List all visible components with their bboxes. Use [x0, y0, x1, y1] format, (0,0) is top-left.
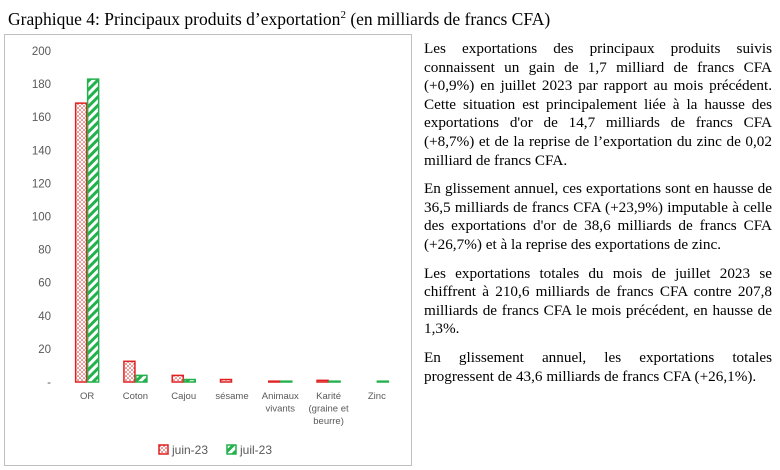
- page-title: Graphique 4: Principaux produits d’expor…: [8, 8, 778, 30]
- y-tick-label: 100: [32, 212, 51, 224]
- bar-juil-23-5: [280, 380, 293, 383]
- legend-label-juil-23: juil-23: [239, 443, 272, 457]
- footnote-mark: 2: [340, 9, 346, 22]
- category-label: Animaux vivants: [262, 391, 299, 415]
- export-bar-chart: - 20 40 60 80 100 120 140 160 180 200 OR Coton Cajou…: [32, 46, 390, 457]
- title-text: Graphique 4: Principaux produits d’expor…: [8, 9, 341, 29]
- bar-juil-23-2: [135, 374, 148, 383]
- category-labels: OR Coton Cajou sésame Animaux vivants Karité (g…: [80, 391, 386, 427]
- bars-group: [74, 78, 390, 383]
- y-tick-label: 120: [32, 178, 51, 190]
- y-tick-label: 80: [38, 245, 51, 257]
- category-label: Zinc: [368, 391, 386, 402]
- bar-juil-23-7: [376, 380, 390, 383]
- category-label: sésame: [215, 391, 248, 402]
- bar-juin-23-2: [123, 360, 136, 383]
- legend-label-juin-23: juin-23: [171, 443, 208, 457]
- category-label: Coton: [123, 391, 148, 402]
- y-tick-label: 60: [38, 278, 51, 290]
- category-label: Cajou: [171, 391, 196, 402]
- axis-group: - 20 40 60 80 100 120 140 160 180 200: [32, 46, 51, 389]
- category-label: OR: [80, 391, 94, 402]
- bar-juin-23-5: [268, 380, 281, 383]
- title-suffix: (en milliards de francs CFA): [345, 9, 551, 29]
- category-label: Karité (graine et beurre): [309, 391, 349, 427]
- paragraph-3: Les exportations totales du mois de juil…: [424, 264, 772, 338]
- bar-juil-23-1: [86, 78, 100, 383]
- bar-juin-23-1: [74, 102, 88, 383]
- paragraph-4: En glissement annuel, les exportations t…: [424, 348, 772, 385]
- paragraph-1: Les exportations des principaux produits…: [424, 40, 772, 169]
- y-tick-label: 160: [32, 112, 51, 124]
- y-tick-label: 200: [32, 46, 51, 58]
- bar-juin-23-6: [316, 379, 329, 383]
- legend-swatch-juil-23: [226, 444, 237, 455]
- y-tick-label: 40: [38, 311, 51, 323]
- bar-juin-23-4: [219, 378, 233, 383]
- y-tick-label: 20: [38, 344, 51, 356]
- chart-legend: juin-23 juil-23: [158, 443, 272, 457]
- y-tick-label: 140: [32, 145, 51, 157]
- bar-juil-23-6: [328, 380, 341, 383]
- legend-swatch-juin-23: [158, 444, 169, 455]
- chart-frame: - 20 40 60 80 100 120 140 160 180 200 OR Coton Cajou…: [4, 34, 412, 466]
- paragraph-2: En glissement annuel, ces exportations s…: [424, 180, 772, 253]
- bar-juin-23-3: [171, 374, 184, 383]
- y-tick-label: 180: [32, 79, 51, 91]
- bar-juil-23-3: [183, 378, 196, 383]
- y-tick-label: -: [47, 377, 51, 389]
- body-text: Les exportations des principaux produits…: [424, 40, 772, 396]
